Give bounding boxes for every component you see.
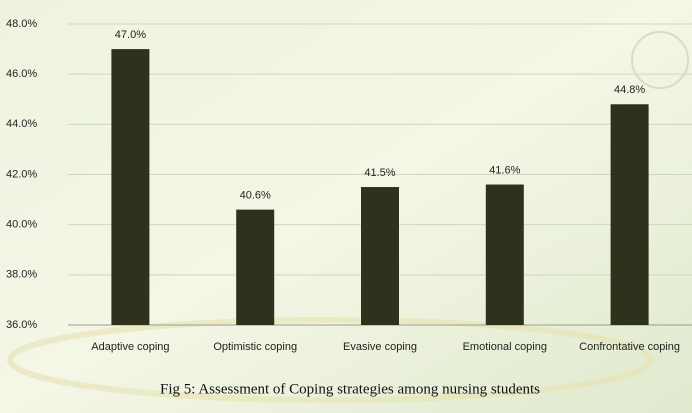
value-label: 47.0%	[115, 29, 146, 41]
bar	[611, 104, 649, 325]
x-tick-label: Evasive coping	[343, 341, 417, 353]
x-tick-label: Emotional coping	[463, 341, 547, 353]
y-tick-label: 40.0%	[6, 219, 37, 231]
y-tick-label: 36.0%	[6, 319, 37, 331]
y-tick-label: 46.0%	[6, 68, 37, 80]
bar	[486, 185, 524, 325]
value-label: 41.5%	[364, 167, 395, 179]
caption: Fig 5: Assessment of Coping strategies a…	[160, 381, 540, 397]
chart: Fig 5: Assessment of Coping strategies a…	[0, 0, 692, 413]
x-tick-label: Optimistic coping	[213, 341, 297, 353]
y-tick-label: 44.0%	[6, 118, 37, 130]
page: {"chart_data": {"type": "bar", "caption"…	[0, 0, 692, 413]
bar	[236, 210, 274, 325]
bar	[111, 49, 149, 325]
value-label: 44.8%	[614, 84, 645, 96]
y-tick-label: 48.0%	[6, 18, 37, 30]
y-tick-label: 38.0%	[6, 269, 37, 281]
value-label: 41.6%	[489, 164, 520, 176]
x-tick-label: Adaptive coping	[91, 341, 169, 353]
value-label: 40.6%	[240, 190, 271, 202]
bar	[361, 187, 399, 325]
x-tick-label: Confrontative coping	[579, 341, 680, 353]
y-tick-label: 42.0%	[6, 168, 37, 180]
